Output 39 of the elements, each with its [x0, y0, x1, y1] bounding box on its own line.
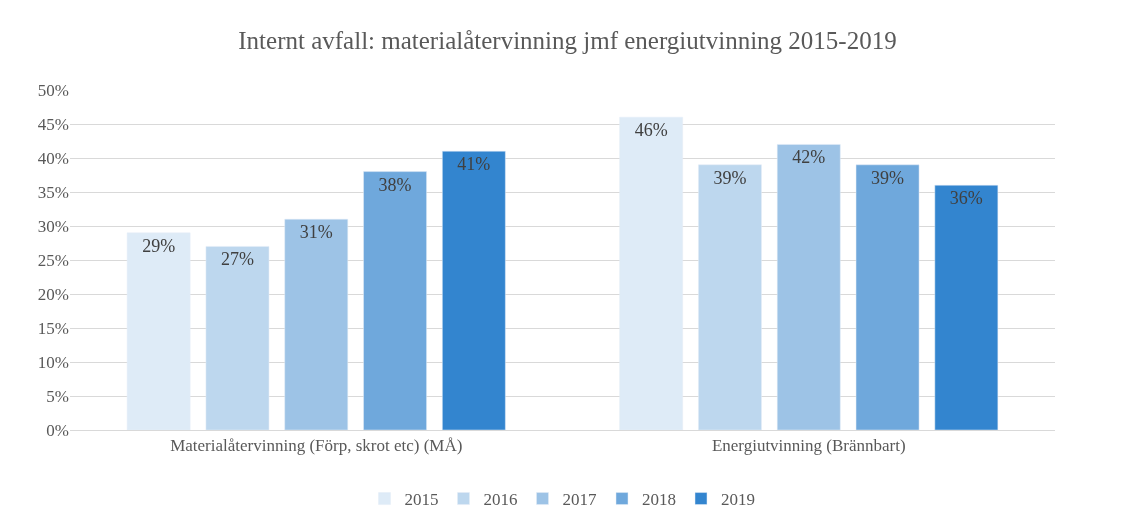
bar	[363, 171, 427, 430]
data-label: 29%	[142, 235, 176, 256]
bar	[855, 164, 920, 430]
chart-title: Internt avfall: materialåtervinning jmf energiutvinning 2015-2019	[238, 27, 897, 55]
bar	[284, 218, 349, 430]
legend-label: 2018	[642, 490, 676, 510]
data-label: 39%	[871, 167, 905, 188]
data-label: 42%	[792, 147, 826, 168]
y-tick-label: 25%	[37, 250, 69, 270]
y-tick-label: 30%	[37, 216, 69, 236]
y-tick-label: 5%	[46, 386, 69, 406]
data-label: 46%	[634, 120, 668, 141]
bar	[934, 184, 999, 430]
legend-label: 2017	[562, 490, 597, 510]
legend-label: 2016	[483, 490, 518, 510]
y-tick-label: 15%	[37, 318, 69, 338]
bar	[205, 246, 270, 430]
y-tick-label: 20%	[37, 284, 69, 304]
legend-label: 2019	[721, 490, 755, 510]
data-label: 38%	[378, 174, 412, 195]
data-label: 41%	[457, 154, 491, 175]
y-tick-label: 45%	[37, 114, 69, 134]
bar	[776, 144, 841, 430]
y-tick-label: 40%	[37, 148, 69, 168]
bar	[619, 116, 683, 430]
x-tick-label: Materialåtervinning (Förp, skrot etc) (MÅ)	[170, 436, 463, 456]
y-tick-label: 50%	[37, 80, 69, 100]
y-tick-label: 10%	[37, 352, 69, 372]
data-label: 27%	[220, 249, 254, 270]
y-tick-label: 0%	[46, 420, 69, 440]
y-tick-label: 35%	[37, 182, 69, 202]
bar	[698, 164, 762, 430]
legend-label: 2015	[404, 490, 439, 510]
data-label: 36%	[949, 188, 983, 209]
bar	[126, 232, 191, 430]
bar	[442, 150, 506, 430]
data-label: 39%	[713, 167, 747, 188]
x-tick-label: Energiutvinning (Brännbart)	[711, 436, 906, 456]
data-label: 31%	[299, 222, 333, 243]
